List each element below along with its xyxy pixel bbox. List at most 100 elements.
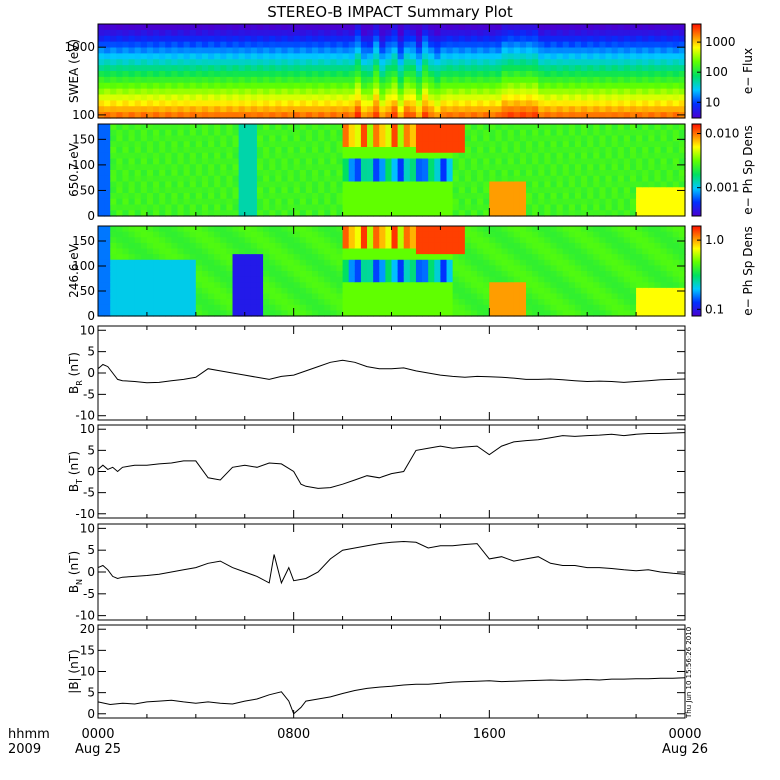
heatmap-cell	[477, 59, 484, 66]
heatmap-cell	[428, 100, 435, 107]
heatmap-cell	[422, 276, 429, 283]
heatmap-cell	[513, 100, 521, 107]
heatmap-cell	[532, 237, 539, 244]
heatmap-cell	[550, 141, 558, 148]
heatmap-cell	[146, 287, 154, 295]
heatmap-cell	[318, 94, 325, 101]
heatmap-cell	[642, 24, 649, 31]
heatmap-cell	[477, 65, 484, 72]
heatmap-cell	[446, 265, 454, 272]
heatmap-cell	[177, 175, 185, 183]
heatmap-cell	[324, 35, 331, 43]
heatmap-cell	[587, 170, 594, 177]
heatmap-cell	[342, 210, 350, 217]
heatmap-cell	[104, 248, 111, 255]
heatmap-cell	[562, 231, 570, 238]
heatmap-cell	[385, 204, 393, 211]
heatmap-cell	[391, 287, 399, 295]
heatmap-cell	[495, 135, 503, 142]
heatmap-cell	[348, 282, 356, 289]
heatmap-cell	[244, 141, 252, 148]
heatmap-cell	[648, 259, 656, 266]
heatmap-cell	[581, 152, 588, 160]
heatmap-cell	[422, 282, 429, 289]
heatmap-cell	[440, 282, 448, 289]
heatmap-cell	[501, 41, 509, 49]
heatmap-cell	[617, 271, 625, 278]
panel-3-ytick-label: 50	[80, 284, 95, 298]
heatmap-cell	[440, 94, 448, 101]
heatmap-cell	[409, 141, 417, 148]
heatmap-cell	[581, 287, 588, 295]
heatmap-cell	[146, 47, 154, 54]
heatmap-cell	[458, 88, 466, 96]
heatmap-cell	[140, 226, 148, 233]
heatmap-cell	[587, 35, 594, 43]
heatmap-cell	[153, 152, 160, 160]
heatmap-cell	[128, 164, 136, 171]
heatmap-cell	[446, 65, 454, 72]
heatmap-cell	[220, 210, 227, 217]
heatmap-cell	[153, 147, 160, 154]
heatmap-cell	[116, 152, 124, 160]
heatmap-cell	[538, 65, 545, 72]
heatmap-cell	[489, 175, 497, 183]
heatmap-cell	[477, 265, 484, 272]
heatmap-cell	[171, 164, 179, 171]
heatmap-cell	[336, 53, 344, 60]
heatmap-cell	[134, 135, 142, 142]
heatmap-cell	[654, 135, 662, 142]
heatmap-cell	[348, 170, 356, 177]
heatmap-cell	[654, 276, 662, 283]
heatmap-cell	[623, 226, 631, 233]
heatmap-cell	[678, 248, 686, 255]
heatmap-cell	[293, 129, 301, 137]
heatmap-cell	[464, 304, 472, 311]
heatmap-cell	[189, 141, 197, 148]
heatmap-cell	[617, 112, 625, 119]
heatmap-cell	[360, 210, 368, 217]
heatmap-cell	[532, 193, 539, 200]
heatmap-cell	[599, 59, 607, 66]
heatmap-cell	[556, 204, 564, 211]
heatmap-cell	[593, 299, 600, 306]
heatmap-cell	[128, 170, 136, 177]
heatmap-cell	[330, 204, 338, 211]
heatmap-cell	[672, 276, 680, 283]
heatmap-cell	[299, 94, 307, 101]
heatmap-cell	[140, 304, 148, 311]
heatmap-cell	[146, 231, 154, 238]
heatmap-cell	[183, 53, 191, 60]
heatmap-cell	[287, 181, 295, 188]
heatmap-cell	[220, 94, 227, 101]
heatmap-cell	[623, 129, 631, 137]
heatmap-cell	[183, 231, 191, 238]
heatmap-cell	[348, 210, 356, 217]
heatmap-cell	[232, 141, 240, 148]
heatmap-cell	[250, 242, 258, 250]
heatmap-cell	[403, 135, 411, 142]
heatmap-cell	[238, 59, 246, 66]
heatmap-cell	[452, 53, 460, 60]
heatmap-cell	[287, 82, 295, 90]
heatmap-cell	[177, 53, 185, 60]
heatmap-cell	[629, 226, 637, 233]
heatmap-cell	[519, 187, 527, 194]
heatmap-cell	[391, 231, 399, 238]
heatmap-cell	[171, 299, 179, 306]
heatmap-cell	[256, 65, 264, 72]
heatmap-cell	[373, 248, 380, 255]
heatmap-cell	[526, 304, 533, 311]
heatmap-cell	[660, 299, 668, 306]
heatmap-cell	[238, 237, 246, 244]
heatmap-cell	[336, 41, 344, 49]
heatmap-cell	[269, 248, 276, 255]
heatmap-cell	[458, 76, 466, 84]
heatmap-cell	[391, 259, 399, 266]
heatmap-cell	[513, 53, 521, 60]
heatmap-cell	[397, 41, 405, 49]
heatmap-cell	[342, 65, 350, 72]
heatmap-cell	[519, 59, 527, 66]
heatmap-cell	[312, 259, 319, 266]
heatmap-cell	[470, 204, 478, 211]
